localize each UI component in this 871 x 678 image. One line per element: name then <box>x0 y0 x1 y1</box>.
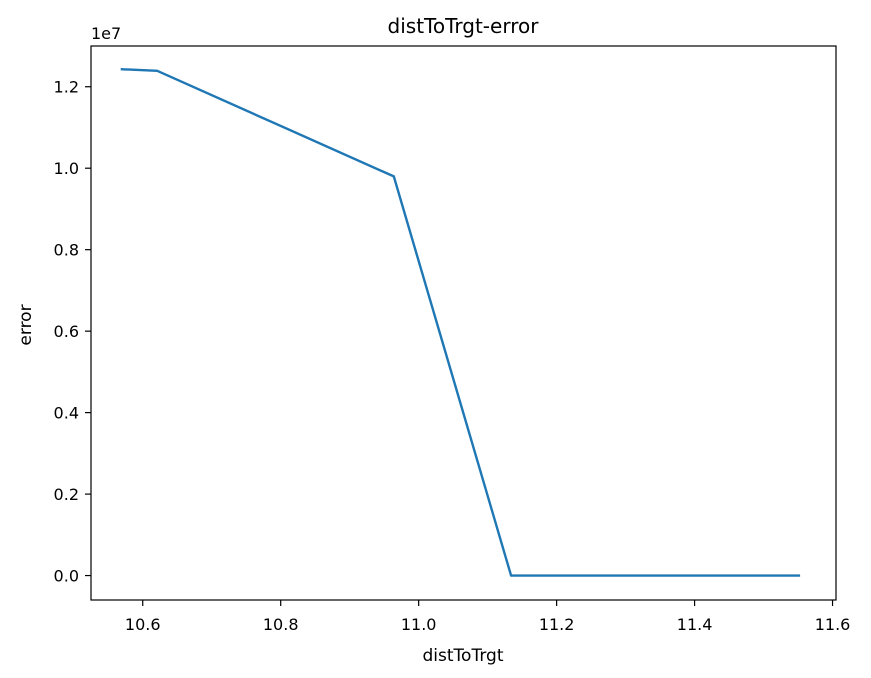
x-tick-label: 10.8 <box>263 615 299 634</box>
y-tick-label: 1.0 <box>54 159 79 178</box>
x-tick-label: 11.2 <box>539 615 575 634</box>
plot-area-frame <box>90 45 837 601</box>
x-tick-label: 11.6 <box>815 615 851 634</box>
y-tick-label: 1.2 <box>54 78 79 97</box>
x-axis-label: distToTrgt <box>423 646 504 666</box>
x-tick-label: 11.4 <box>677 615 713 634</box>
y-axis-label: error <box>16 304 36 345</box>
series-line-0 <box>120 68 801 577</box>
y-tick-label: 0.0 <box>54 567 79 586</box>
chart-title: distToTrgt-error <box>388 14 540 38</box>
x-tick-label: 10.6 <box>125 615 161 634</box>
y-tick-label: 0.4 <box>54 404 79 423</box>
y-tick-label: 0.8 <box>54 241 79 260</box>
x-tick-label: 11.0 <box>401 615 437 634</box>
data-series <box>120 68 801 577</box>
axis-ticks: 10.6 10.8 11.0 11.2 11.4 11.6 0.0 0.2 0.4 0.6 0.8 1… <box>54 78 851 634</box>
y-tick-label: 0.2 <box>54 485 79 504</box>
y-tick-label: 0.6 <box>54 322 79 341</box>
y-offset-label: 1e7 <box>91 24 121 43</box>
